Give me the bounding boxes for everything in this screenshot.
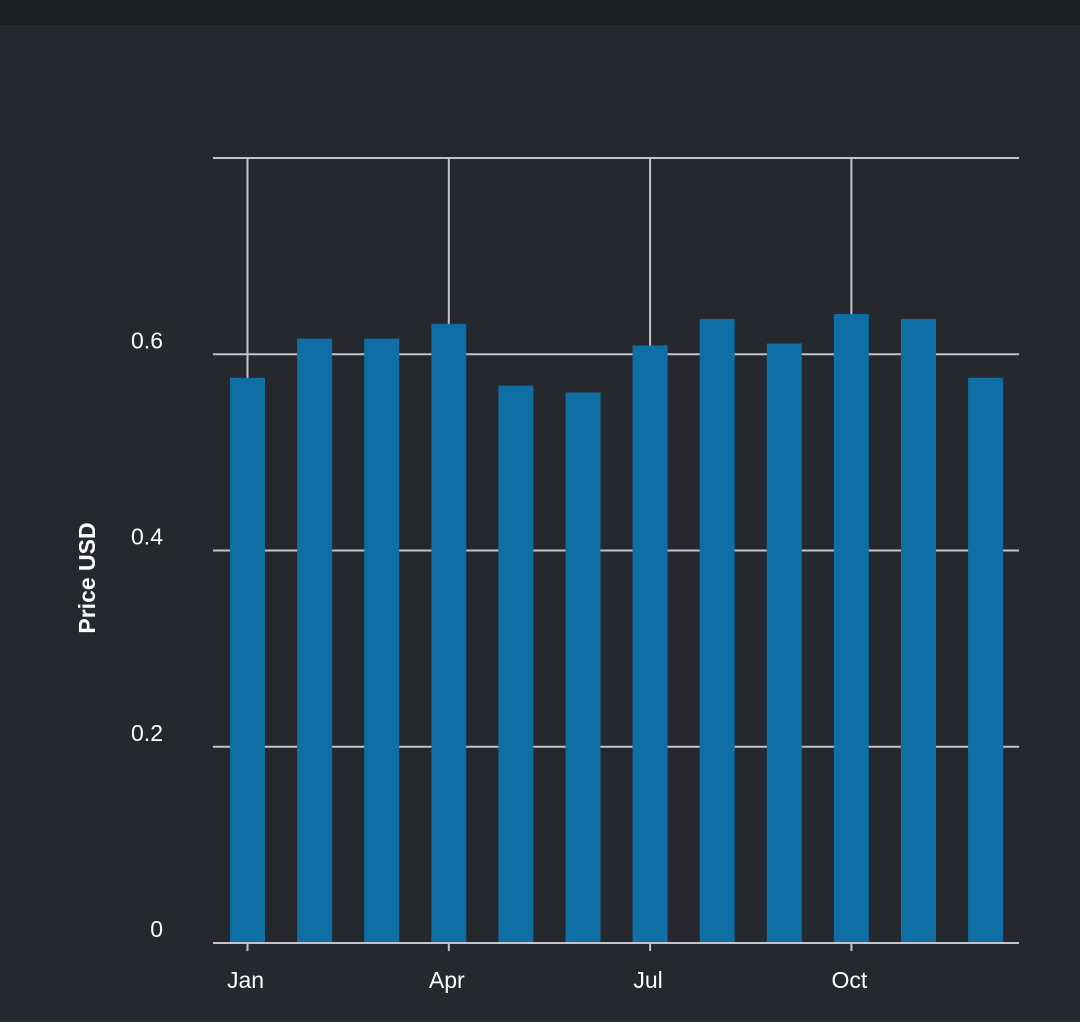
bar-jun	[565, 392, 601, 943]
x-tick-label: Jul	[633, 967, 662, 993]
bar-dec	[968, 377, 1004, 943]
axis-layer: 0 0.2 0.4 0.6 Jan Apr Jul Oct	[131, 327, 1019, 993]
bar-jan	[230, 377, 265, 943]
y-tick-label: 0.6	[131, 327, 163, 353]
bar-may	[498, 385, 534, 943]
y-tick-label: 0.2	[131, 720, 163, 746]
grid-layer	[213, 157, 1019, 951]
bar-jul	[632, 345, 668, 943]
top-bar	[0, 0, 1080, 25]
bar-nov	[901, 318, 936, 943]
chart-area: 0 0.2 0.4 0.6 Jan Apr Jul Oct Price USD	[0, 25, 1080, 1017]
x-tick-label: Jan	[227, 967, 264, 993]
y-tick-label: 0.4	[131, 524, 163, 550]
bar-mar	[364, 338, 400, 943]
bar-layer	[230, 314, 1004, 943]
y-axis-label: Price USD	[74, 522, 100, 633]
x-tick-label: Oct	[832, 967, 868, 993]
bar-chart: 0 0.2 0.4 0.6 Jan Apr Jul Oct Price USD	[74, 157, 1019, 993]
bar-feb	[297, 338, 333, 943]
y-tick-label: 0	[150, 916, 163, 942]
bar-sep	[766, 343, 802, 943]
bar-apr	[431, 323, 467, 943]
bar-aug	[699, 318, 735, 943]
x-tick-label: Apr	[429, 967, 465, 993]
bar-oct	[833, 314, 869, 943]
